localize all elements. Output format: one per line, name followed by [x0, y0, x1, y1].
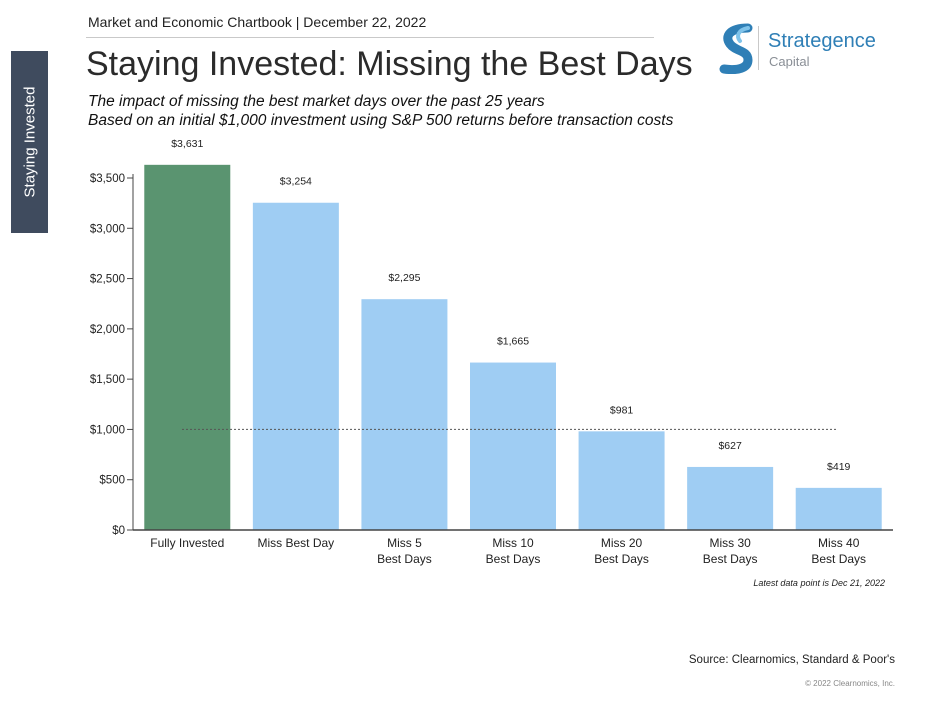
bar	[144, 164, 231, 531]
bar-value-label: $981	[610, 404, 634, 416]
x-tick-label: Miss 30	[709, 536, 751, 550]
bar	[687, 466, 774, 530]
page-title: Staying Invested: Missing the Best Days	[86, 45, 693, 83]
bar	[470, 362, 556, 530]
bar-value-label: $3,254	[280, 176, 312, 188]
x-tick-label: Miss 5	[387, 536, 422, 550]
chartbook-header: Market and Economic Chartbook | December…	[88, 14, 427, 30]
header-divider	[86, 37, 654, 38]
y-tick-label: $1,500	[90, 374, 125, 386]
bar-value-label: $1,665	[497, 336, 529, 348]
y-tick-label: $500	[99, 475, 125, 487]
logo-name: Strategence	[768, 30, 876, 52]
x-tick-label: Miss Best Day	[258, 536, 335, 550]
y-tick-label: $3,000	[90, 223, 125, 235]
x-tick-label: Best Days	[811, 552, 866, 566]
x-tick-label: Best Days	[377, 552, 432, 566]
bar-value-label: $627	[718, 440, 742, 452]
subtitle-basis: Based on an initial $1,000 investment us…	[88, 112, 674, 129]
y-tick-label: $2,500	[90, 274, 125, 286]
x-tick-label: Miss 10	[492, 536, 534, 550]
bar-value-label: $2,295	[388, 272, 420, 284]
x-tick-label: Miss 40	[818, 536, 860, 550]
source-note: Source: Clearnomics, Standard & Poor's	[688, 654, 895, 666]
bar	[795, 487, 882, 530]
bar	[252, 202, 339, 530]
x-tick-label: Best Days	[594, 552, 649, 566]
bar-value-label: $419	[827, 461, 851, 473]
x-tick-label: Miss 20	[601, 536, 643, 550]
x-tick-label: Best Days	[703, 552, 758, 566]
x-tick-label: Best Days	[486, 552, 541, 566]
y-tick-label: $2,000	[90, 324, 125, 336]
subtitle-impact: The impact of missing the best market da…	[88, 93, 545, 110]
bar	[361, 299, 448, 530]
footnote: Latest data point is Dec 21, 2022	[753, 578, 885, 588]
side-tab: Staying Invested	[11, 51, 48, 233]
s-swoosh-logo-icon	[719, 23, 753, 74]
logo-divider	[758, 26, 759, 70]
logo-subname: Capital	[769, 54, 810, 69]
x-tick-label: Fully Invested	[150, 536, 224, 550]
bar	[578, 431, 665, 530]
y-tick-label: $0	[112, 525, 125, 537]
y-tick-label: $1,000	[90, 424, 125, 436]
y-tick-label: $3,500	[90, 173, 125, 185]
bar-value-label: $3,631	[171, 138, 203, 150]
copyright-note: © 2022 Clearnomics, Inc.	[805, 679, 895, 688]
